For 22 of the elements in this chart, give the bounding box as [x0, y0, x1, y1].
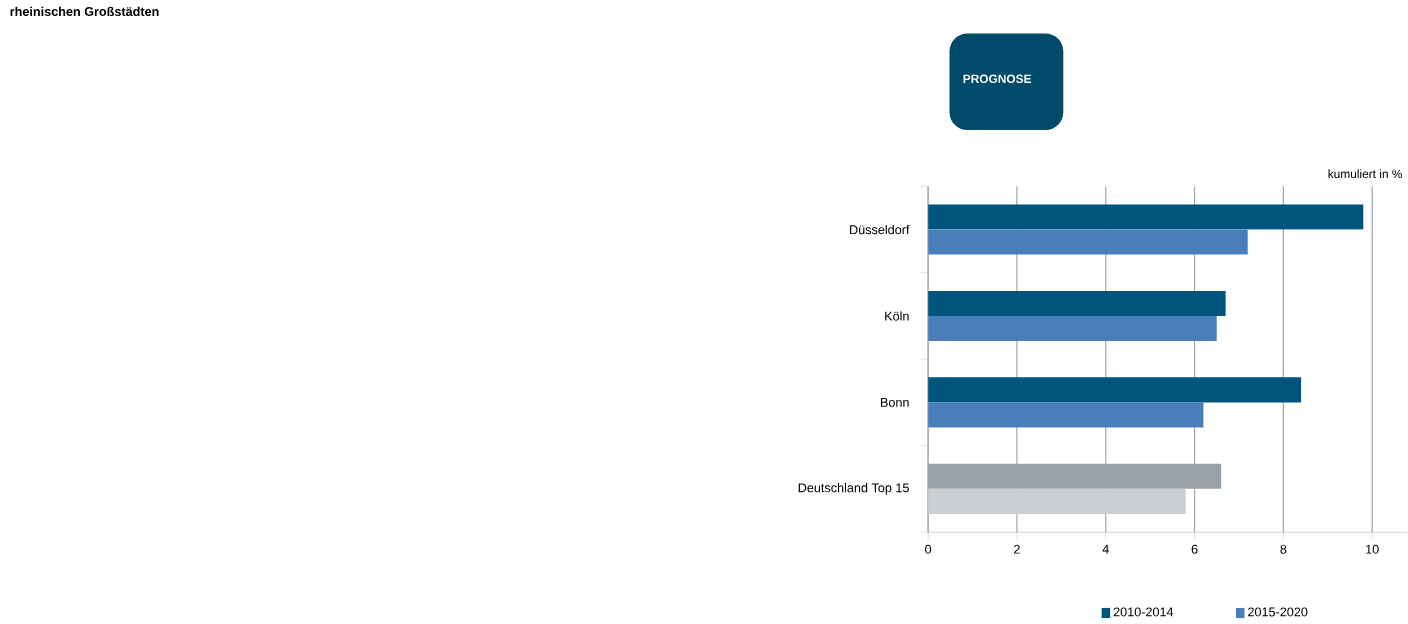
- x-tick-label: 2: [1014, 544, 1020, 554]
- x-tick-label: 0: [925, 544, 932, 554]
- text: rheinischen Großstädten: [10, 6, 159, 16]
- x-tick-label: 6: [1191, 544, 1198, 554]
- bar: [928, 488, 1186, 514]
- x-tick-label: 8: [1280, 544, 1287, 554]
- x-axis-title: kumuliert in %: [1328, 169, 1402, 178]
- bar: [928, 204, 1364, 230]
- y-tick-label: Köln: [885, 311, 909, 321]
- bar: [928, 290, 1226, 316]
- bar: [928, 229, 1248, 255]
- y-tick-label: Bonn: [880, 397, 909, 407]
- legend-label: 2010-2014: [1113, 607, 1174, 617]
- bar: [928, 315, 1217, 341]
- y-tick-label: Düsseldorf: [850, 224, 910, 234]
- bar: [928, 402, 1204, 428]
- legend-label: 2015-2020: [1248, 607, 1308, 617]
- bar: [928, 377, 1302, 403]
- x-tick-label: 4: [1102, 544, 1109, 554]
- y-tick-label: Deutschland Top 15: [798, 482, 909, 495]
- x-tick-label: 10: [1366, 544, 1379, 554]
- text: PROGNOSE: [963, 74, 1032, 83]
